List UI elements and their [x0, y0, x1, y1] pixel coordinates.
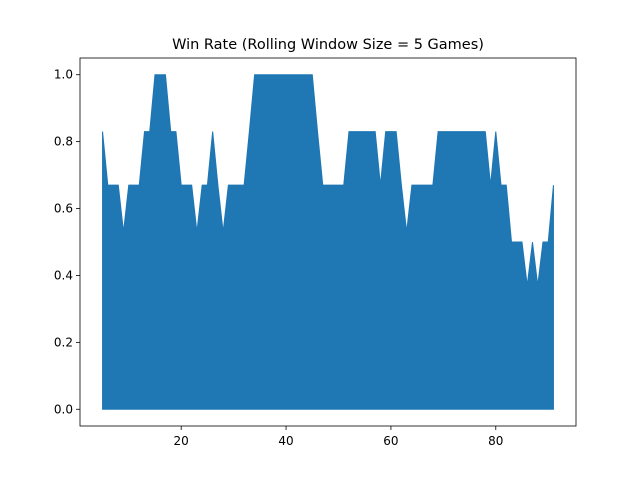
x-tick-label: 20 — [174, 434, 189, 448]
x-tick-label: 60 — [383, 434, 398, 448]
y-tick-label: 0.2 — [54, 335, 73, 349]
x-tick-label: 40 — [278, 434, 293, 448]
y-tick-label: 1.0 — [54, 68, 73, 82]
chart-title: Win Rate (Rolling Window Size = 5 Games) — [172, 37, 484, 53]
area — [102, 74, 554, 410]
plot-frame — [79, 57, 577, 427]
y-tick-label: 0.6 — [54, 202, 73, 216]
y-tick-label: 0.0 — [54, 402, 73, 416]
y-tick-label: 0.4 — [54, 268, 73, 282]
x-tick-label: 80 — [488, 434, 503, 448]
y-tick-label: 0.8 — [54, 135, 73, 149]
